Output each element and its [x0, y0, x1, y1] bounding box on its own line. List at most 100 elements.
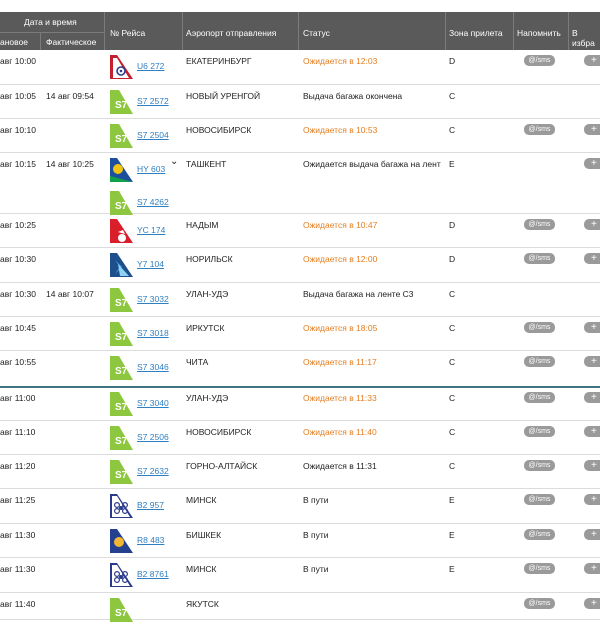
add-favorite-button[interactable]: +: [584, 426, 600, 437]
flight-number-link[interactable]: B2 957: [137, 500, 164, 510]
s7-logo: S7: [108, 391, 134, 417]
flight-row: авг 10:05 14 авг 09:54 НОВЫЙ УРЕНГОЙ Выдача…: [0, 85, 600, 119]
s7-logo: S7: [108, 355, 134, 381]
flight-row: авг 10:30 НОРИЛЬСК Ожидается в 12:00 D Y7 10…: [0, 248, 600, 283]
add-favorite-button[interactable]: +: [584, 529, 600, 540]
origin-airport: НОРИЛЬСК: [186, 254, 233, 264]
sms-remind-button[interactable]: @/sms: [524, 55, 555, 66]
arrival-zone: E: [449, 564, 455, 574]
actual-time: 14 авг 10:07: [46, 289, 94, 299]
header-remind[interactable]: Напомнить: [517, 28, 561, 38]
sms-remind-button[interactable]: @/sms: [524, 322, 555, 333]
scheduled-time: авг 10:15: [0, 159, 36, 169]
scheduled-time: авг 10:05: [0, 91, 36, 101]
add-favorite-button[interactable]: +: [584, 322, 600, 333]
origin-airport: ИРКУТСК: [186, 323, 225, 333]
flight-status: Ожидается в 12:00: [303, 254, 377, 264]
arrival-zone: C: [449, 125, 455, 135]
sky-kg-logo: [108, 528, 134, 554]
header-flight[interactable]: № Рейса: [110, 28, 145, 38]
add-favorite-button[interactable]: +: [584, 356, 600, 367]
flight-number-link[interactable]: S7 3046: [137, 362, 169, 372]
flight-number-link[interactable]: B2 8761: [137, 569, 169, 579]
sms-remind-button[interactable]: @/sms: [524, 219, 555, 230]
origin-airport: УЛАН-УДЭ: [186, 393, 228, 403]
origin-airport: ЕКАТЕРИНБУРГ: [186, 56, 251, 66]
flight-status: Ожидается в 10:47: [303, 220, 377, 230]
sms-remind-button[interactable]: @/sms: [524, 460, 555, 471]
header-status[interactable]: Статус: [303, 28, 330, 38]
flight-number-link[interactable]: S7 3040: [137, 398, 169, 408]
flight-status: Выдача багажа на ленте C3: [303, 289, 414, 299]
scheduled-time: авг 11:00: [0, 393, 35, 403]
sms-remind-button[interactable]: @/sms: [524, 426, 555, 437]
add-favorite-button[interactable]: +: [584, 392, 600, 403]
flight-row: авг 10:25 НАДЫМ Ожидается в 10:47 D YC 174 @/…: [0, 214, 600, 248]
flight-number-link[interactable]: R8 483: [137, 535, 164, 545]
sms-remind-button[interactable]: @/sms: [524, 494, 555, 505]
header-origin[interactable]: Аэропорт отправления: [186, 28, 276, 38]
flight-number-link[interactable]: S7 2504: [137, 130, 169, 140]
arrival-zone: C: [449, 91, 455, 101]
arrival-zone: C: [449, 323, 455, 333]
header-planned[interactable]: ановое: [0, 37, 28, 47]
scheduled-time: авг 10:45: [0, 323, 36, 333]
sms-remind-button[interactable]: @/sms: [524, 124, 555, 135]
svg-text:S7: S7: [115, 298, 128, 309]
origin-airport: НАДЫМ: [186, 220, 218, 230]
chevron-down-icon[interactable]: ⌄: [170, 156, 178, 167]
flight-number-link[interactable]: S7 2632: [137, 466, 169, 476]
header-actual[interactable]: Фактическое: [46, 37, 96, 47]
flight-row: авг 11:25 МИНСК В пути E B2 957 @/sms +: [0, 489, 600, 524]
sms-remind-button[interactable]: @/sms: [524, 392, 555, 403]
scheduled-time: авг 10:25: [0, 220, 36, 230]
flight-status: Ожидается в 11:31: [303, 461, 377, 471]
flight-number-link[interactable]: S7 3018: [137, 328, 169, 338]
flight-row: авг 10:45 ИРКУТСК Ожидается в 18:05 C S7 S7 3…: [0, 317, 600, 351]
svg-text:S7: S7: [115, 366, 128, 377]
flight-number-link[interactable]: S7 2572: [137, 96, 169, 106]
s7-logo: S7: [108, 459, 134, 485]
origin-airport: НОВЫЙ УРЕНГОЙ: [186, 91, 260, 101]
sms-remind-button[interactable]: @/sms: [524, 253, 555, 264]
add-favorite-button[interactable]: +: [584, 55, 600, 66]
belavia-logo: [108, 562, 134, 588]
arrival-zone: C: [449, 289, 455, 299]
scheduled-time: авг 11:25: [0, 495, 35, 505]
add-favorite-button[interactable]: +: [584, 494, 600, 505]
flight-row: авг 11:30 МИНСК В пути E B2 8761 @/sms +: [0, 558, 600, 593]
flight-number-link[interactable]: S7 4262: [137, 197, 169, 207]
flight-number-link[interactable]: S7 2506: [137, 432, 169, 442]
origin-airport: ТАШКЕНТ: [186, 159, 226, 169]
add-favorite-button[interactable]: +: [584, 253, 600, 264]
scheduled-time: авг 11:10: [0, 427, 35, 437]
yamal-logo: [108, 218, 134, 244]
s7-logo: S7: [108, 597, 134, 623]
flight-number-link[interactable]: U6 272: [137, 61, 164, 71]
flight-number-link[interactable]: YC 174: [137, 225, 165, 235]
scheduled-time: авг 10:30: [0, 289, 36, 299]
add-favorite-button[interactable]: +: [584, 158, 600, 169]
header-favorites[interactable]: В избра: [572, 28, 600, 48]
sms-remind-button[interactable]: @/sms: [524, 356, 555, 367]
s7-logo: S7: [108, 190, 134, 216]
s7-logo: S7: [108, 123, 134, 149]
sms-remind-button[interactable]: @/sms: [524, 563, 555, 574]
add-favorite-button[interactable]: +: [584, 124, 600, 135]
flight-row: авг 11:10 НОВОСИБИРСК Ожидается в 11:40 C S7…: [0, 421, 600, 455]
add-favorite-button[interactable]: +: [584, 563, 600, 574]
svg-text:S7: S7: [115, 100, 128, 111]
flight-row: авг 10:10 НОВОСИБИРСК Ожидается в 10:53 C S7…: [0, 119, 600, 153]
add-favorite-button[interactable]: +: [584, 460, 600, 471]
arrival-zone: E: [449, 159, 455, 169]
svg-text:S7: S7: [115, 608, 128, 619]
sms-remind-button[interactable]: @/sms: [524, 529, 555, 540]
flight-number-link[interactable]: HY 603: [137, 164, 165, 174]
flight-number-link[interactable]: Y7 104: [137, 259, 164, 269]
add-favorite-button[interactable]: +: [584, 219, 600, 230]
flight-status: В пути: [303, 564, 329, 574]
header-zone[interactable]: Зона прилета: [449, 28, 503, 38]
origin-airport: ГОРНО-АЛТАЙСК: [186, 461, 257, 471]
flight-number-link[interactable]: S7 3032: [137, 294, 169, 304]
flight-status: Ожидается выдача багажа на лент: [303, 159, 441, 169]
